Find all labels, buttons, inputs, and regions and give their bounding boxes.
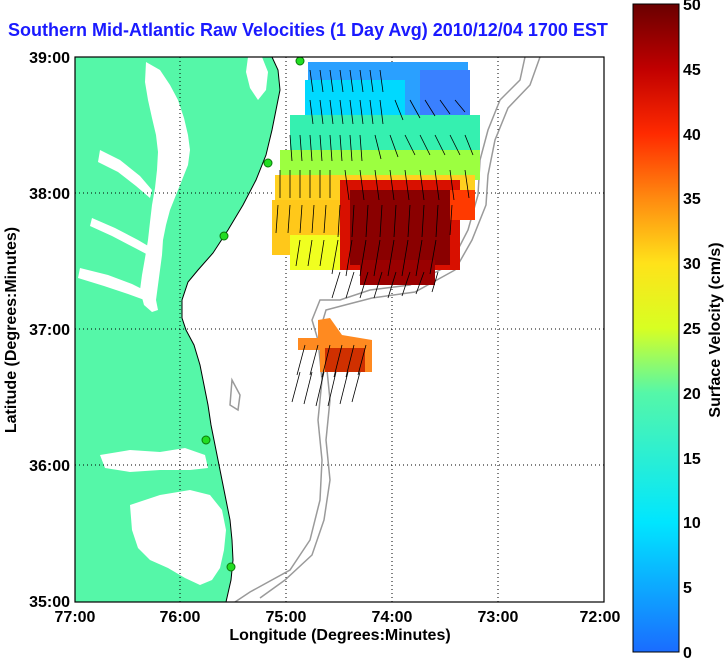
velocity-vectors bbox=[275, 69, 474, 407]
station-marker bbox=[219, 231, 229, 241]
y-tick-label: 37:00 bbox=[29, 322, 70, 339]
x-tick-label: 75:00 bbox=[266, 609, 307, 626]
potomac-river bbox=[98, 150, 152, 198]
x-axis-label: Longitude (Degrees:Minutes) bbox=[229, 627, 450, 644]
y-tick-label: 39:00 bbox=[29, 50, 70, 67]
x-tick-label: 74:00 bbox=[372, 609, 413, 626]
colorbar-tick-label: 0 bbox=[683, 645, 692, 659]
y-tick-label: 36:00 bbox=[29, 458, 70, 475]
x-tick-label: 76:00 bbox=[160, 609, 201, 626]
colorbar-tick-label: 25 bbox=[683, 321, 701, 338]
colorbar bbox=[632, 3, 680, 653]
x-tick-label: 72:00 bbox=[580, 609, 621, 626]
colorbar-tick-label: 35 bbox=[683, 191, 701, 208]
station-marker bbox=[226, 562, 236, 572]
coastline bbox=[181, 57, 281, 602]
velocity-field-south bbox=[298, 318, 372, 372]
station-marker bbox=[263, 158, 273, 168]
y-tick-label: 38:00 bbox=[29, 186, 70, 203]
pamlico-sound bbox=[130, 490, 226, 585]
colorbar-tick-label: 5 bbox=[683, 580, 692, 597]
x-tick-label: 73:00 bbox=[478, 609, 519, 626]
colorbar-tick-label: 30 bbox=[683, 256, 701, 273]
albemarle-sound bbox=[100, 448, 208, 472]
colorbar-tick-label: 20 bbox=[683, 386, 701, 403]
station-marker bbox=[295, 57, 305, 66]
map-title: Southern Mid-Atlantic Raw Velocities (1 … bbox=[8, 20, 608, 40]
y-tick-label: 35:00 bbox=[29, 594, 70, 611]
x-tick-label: 77:00 bbox=[55, 609, 96, 626]
colorbar-tick-label: 15 bbox=[683, 451, 701, 468]
york-james-river bbox=[78, 268, 152, 302]
colorbar-tick-label: 45 bbox=[683, 62, 701, 79]
colorbar-tick-label: 10 bbox=[683, 515, 701, 532]
y-axis-label: Latitude (Degrees:Minutes) bbox=[3, 227, 20, 433]
colorbar-tick-label: 40 bbox=[683, 127, 701, 144]
colorbar-label: Surface Velocity (cm/s) bbox=[707, 242, 724, 417]
bathymetry-contours bbox=[229, 57, 541, 602]
colorbar-tick-label: 50 bbox=[683, 0, 701, 14]
station-marker bbox=[201, 435, 211, 445]
delaware-bay bbox=[246, 57, 268, 100]
rappahannock-river bbox=[90, 218, 155, 258]
plot-frame bbox=[74, 56, 605, 603]
